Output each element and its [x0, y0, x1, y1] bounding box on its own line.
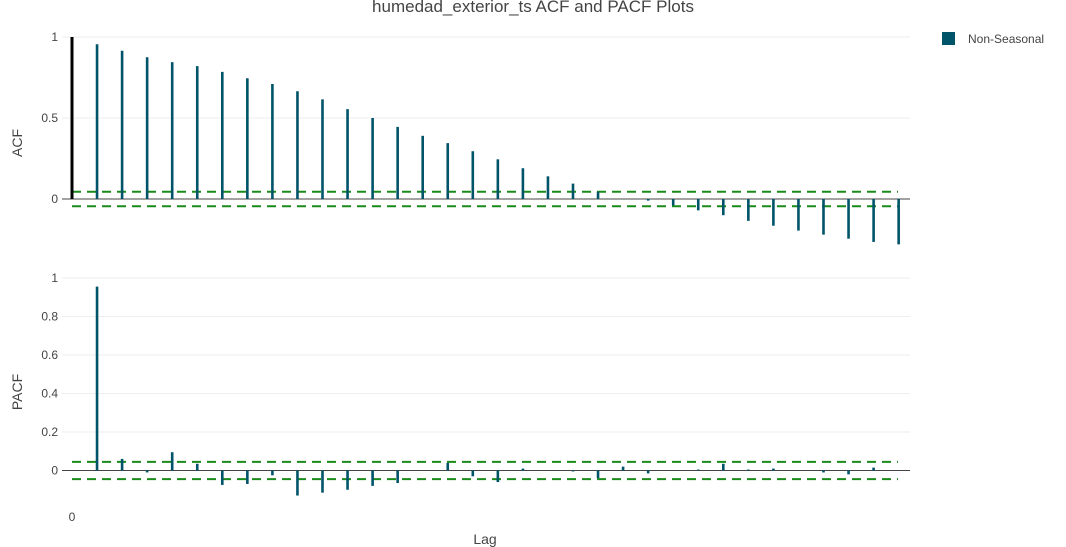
acf-y-ticks: 00.51 — [41, 30, 58, 206]
pacf-panel: 0 0.2 0.4 0.6 0.8 1 0 PACF Lag — [9, 271, 910, 547]
acf-y-tick-label: 0.5 — [41, 111, 58, 125]
pacf-y-tick-label: 0.8 — [41, 310, 58, 324]
acf-panel: 00.51 ACF — [9, 30, 910, 245]
acf-confidence-band — [72, 190, 898, 208]
pacf-y-ticks: 0 0.2 0.4 0.6 0.8 1 — [41, 271, 58, 478]
legend-label[interactable]: Non-Seasonal — [968, 32, 1044, 46]
acf-y-tick-label: 0 — [51, 192, 58, 206]
pacf-y-axis-title: PACF — [9, 374, 25, 410]
acf-bars — [70, 37, 900, 245]
legend-swatch-icon[interactable] — [942, 32, 955, 45]
pacf-confidence-band — [72, 460, 898, 481]
x-axis-title: Lag — [473, 531, 496, 547]
pacf-y-tick-label: 0.4 — [41, 387, 58, 401]
pacf-y-tick-label: 1 — [51, 271, 58, 285]
pacf-gridlines — [62, 277, 910, 471]
acf-gridlines — [62, 36, 910, 200]
acf-y-tick-label: 1 — [51, 30, 58, 44]
legend[interactable]: Non-Seasonal — [942, 32, 1044, 46]
pacf-bars — [95, 286, 875, 496]
pacf-x-tick-label: 0 — [69, 510, 76, 524]
acf-y-axis-title: ACF — [9, 129, 25, 157]
figure-title: humedad_exterior_ts ACF and PACF Plots — [372, 0, 694, 16]
pacf-x-ticks: 0 — [69, 510, 76, 524]
pacf-y-tick-label: 0.6 — [41, 348, 58, 362]
pacf-y-tick-label: 0.2 — [41, 425, 58, 439]
pacf-y-tick-label: 0 — [51, 464, 58, 478]
